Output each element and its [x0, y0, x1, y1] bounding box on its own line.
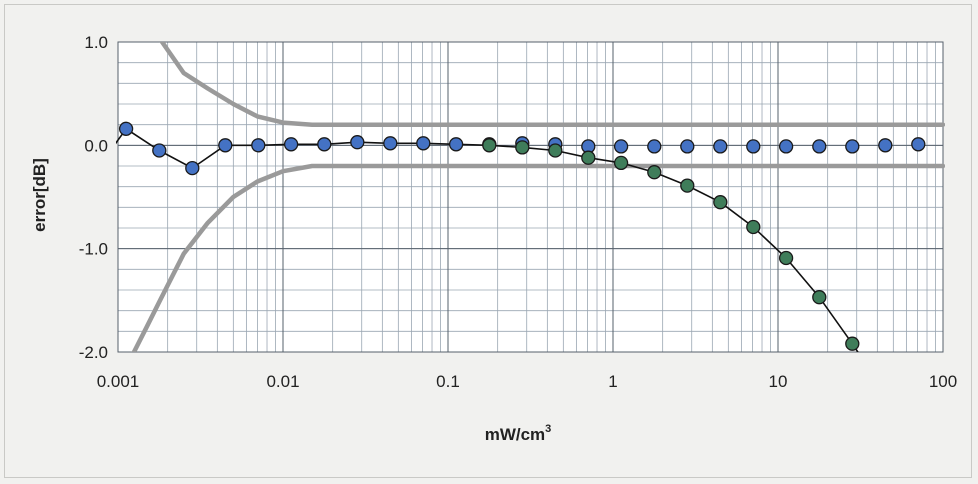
plot-area	[118, 42, 943, 352]
series-1-point	[812, 139, 827, 154]
y-tick-labels: 1.0 0.0 -1.0 -2.0	[79, 33, 108, 362]
y-axis-label: error[dB]	[30, 158, 49, 232]
series-1-point	[878, 138, 893, 153]
series-1-point	[350, 135, 365, 150]
series-1-point	[713, 139, 728, 154]
x-tick-label: 10	[769, 372, 788, 391]
x-tick-label: 1	[608, 372, 617, 391]
series-2-point	[647, 165, 662, 180]
series-1-point	[448, 137, 464, 152]
series-2-point	[812, 290, 827, 305]
series-2-point	[845, 336, 860, 351]
series-2-point	[778, 250, 794, 266]
series-1-point	[283, 137, 299, 152]
series-1-point	[185, 160, 200, 176]
x-tick-label: 0.1	[436, 372, 460, 391]
series-2-point	[581, 150, 596, 165]
series-2-point	[613, 155, 629, 171]
series-2-point	[713, 195, 728, 210]
y-tick-label: 1.0	[84, 33, 108, 52]
series-1-point	[680, 139, 695, 154]
series-2-point	[548, 143, 563, 158]
grid-major	[117, 41, 944, 353]
series-1-point	[647, 139, 662, 154]
series-2-point	[746, 219, 761, 235]
x-tick-label: 0.001	[97, 372, 140, 391]
series-1-point	[845, 139, 860, 154]
tolerance-band-1	[159, 42, 945, 127]
series-1-point	[251, 138, 266, 153]
series-1-point	[317, 137, 332, 152]
x-tick-label: 0.01	[266, 372, 299, 391]
series-1-point	[911, 137, 926, 152]
series-2-point	[482, 138, 497, 153]
series-1-point	[778, 139, 794, 154]
tolerance-bands	[131, 42, 945, 352]
series-1-point	[152, 143, 167, 158]
x-axis-label-superscript: 3	[545, 423, 551, 435]
data-markers	[118, 121, 926, 351]
series-1-point	[613, 139, 629, 154]
series-1-point	[383, 136, 398, 151]
series-2-point	[680, 178, 695, 193]
series-1-point	[118, 121, 134, 136]
plot-border	[117, 41, 944, 353]
y-tick-label: -1.0	[79, 240, 108, 259]
x-tick-labels: 0.001 0.01 0.1 1 10 100	[97, 372, 957, 391]
x-tick-label: 100	[929, 372, 957, 391]
x-axis-label-text: mW/cm	[485, 425, 545, 444]
x-axis-label: mW/cm3	[485, 423, 552, 444]
y-tick-label: -2.0	[79, 343, 108, 362]
series-2-point	[515, 140, 530, 155]
series-1-point	[218, 138, 233, 153]
series-1-point	[746, 139, 761, 154]
chart-frame	[4, 4, 972, 478]
y-tick-label: 0.0	[84, 136, 108, 155]
series-1-point	[416, 136, 431, 151]
tolerance-band-2	[131, 163, 945, 352]
